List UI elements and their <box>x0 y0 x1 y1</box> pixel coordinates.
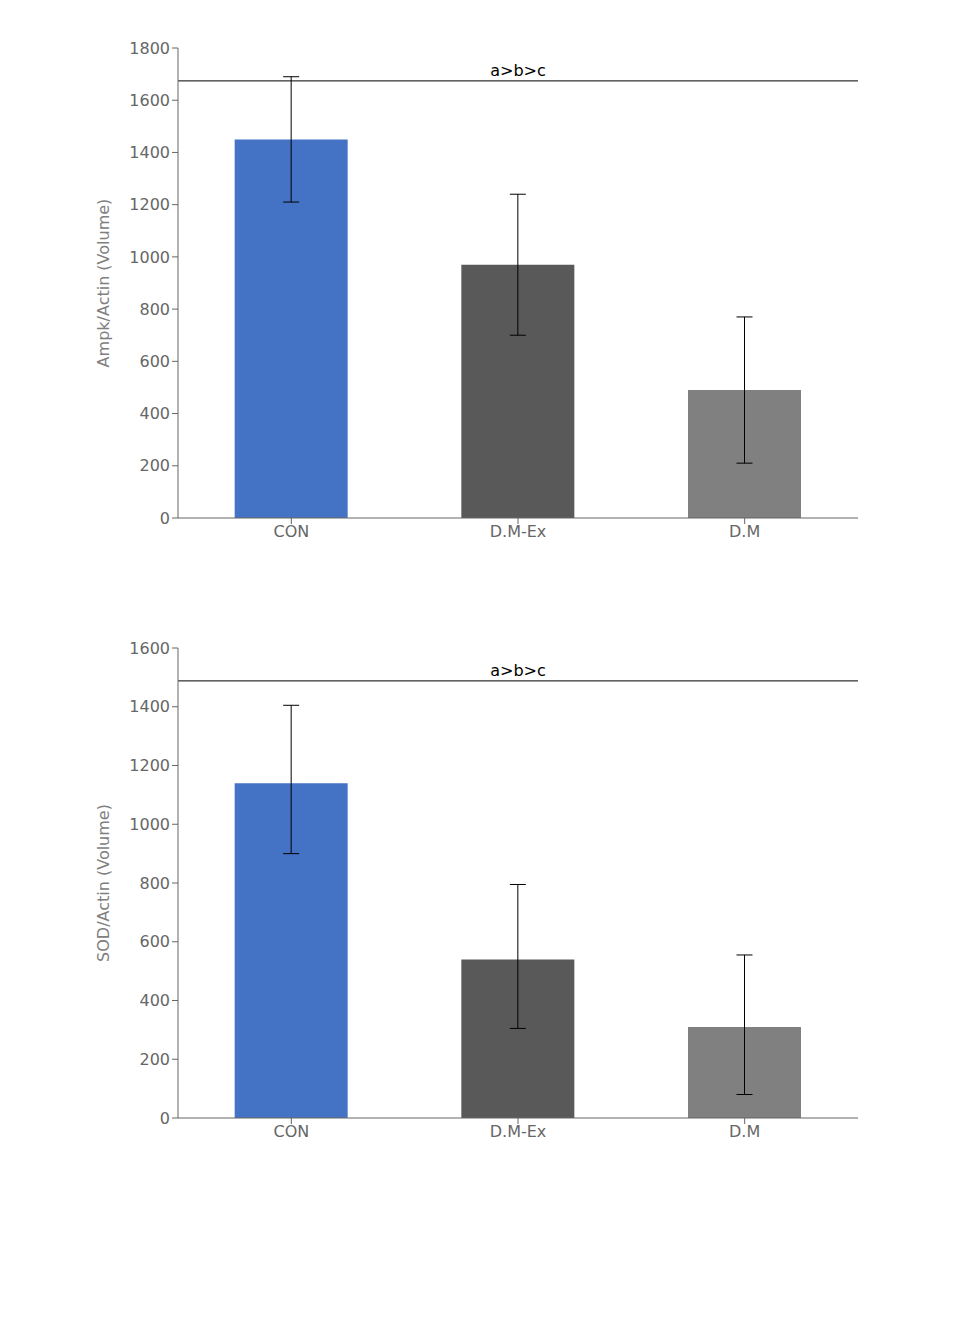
svg-text:1000: 1000 <box>129 815 170 834</box>
svg-text:1600: 1600 <box>129 639 170 658</box>
svg-text:a>b>c: a>b>c <box>490 661 546 680</box>
svg-text:800: 800 <box>139 300 170 319</box>
svg-text:D.M: D.M <box>729 522 760 541</box>
svg-text:0: 0 <box>160 1109 170 1128</box>
svg-text:SOD/Actin (Volume): SOD/Actin (Volume) <box>94 804 113 962</box>
svg-text:1400: 1400 <box>129 143 170 162</box>
svg-text:a>b>c: a>b>c <box>490 61 546 80</box>
svg-text:400: 400 <box>139 991 170 1010</box>
svg-text:CON: CON <box>273 522 309 541</box>
svg-text:0: 0 <box>160 509 170 528</box>
svg-text:800: 800 <box>139 874 170 893</box>
svg-text:D.M: D.M <box>729 1122 760 1141</box>
svg-text:CON: CON <box>273 1122 309 1141</box>
svg-text:200: 200 <box>139 1050 170 1069</box>
svg-text:1600: 1600 <box>129 91 170 110</box>
svg-text:400: 400 <box>139 404 170 423</box>
svg-text:1800: 1800 <box>129 39 170 58</box>
svg-text:D.M-Ex: D.M-Ex <box>490 522 547 541</box>
svg-text:D.M-Ex: D.M-Ex <box>490 1122 547 1141</box>
svg-text:Ampk/Actin (Volume): Ampk/Actin (Volume) <box>94 199 113 368</box>
svg-text:1400: 1400 <box>129 697 170 716</box>
svg-text:1200: 1200 <box>129 756 170 775</box>
svg-text:1000: 1000 <box>129 248 170 267</box>
svg-text:1200: 1200 <box>129 195 170 214</box>
svg-text:600: 600 <box>139 932 170 951</box>
svg-text:600: 600 <box>139 352 170 371</box>
svg-text:200: 200 <box>139 456 170 475</box>
